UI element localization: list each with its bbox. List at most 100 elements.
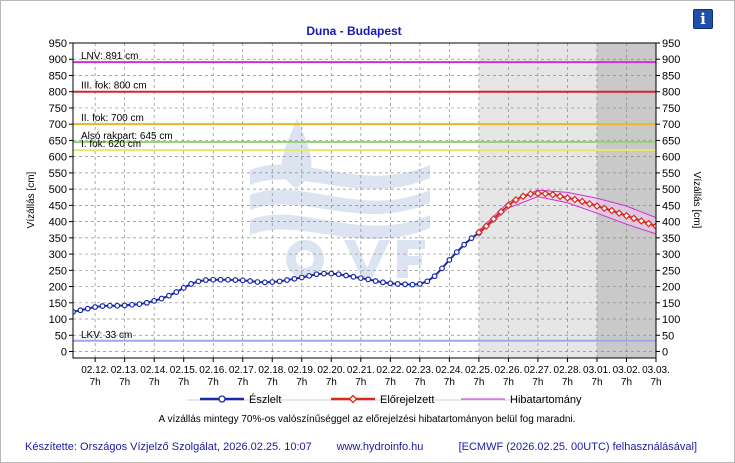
x-tick-label-hour: 7h — [532, 377, 543, 388]
x-tick-label-date: 02.21. — [347, 365, 375, 376]
observed-point — [121, 302, 128, 309]
observed-point — [261, 279, 268, 286]
observed-point — [416, 281, 423, 287]
x-tick-label-date: 02.12. — [81, 365, 109, 376]
x-tick-label-date: 02.19. — [288, 365, 316, 376]
y-tick-label-left: 750 — [49, 103, 67, 115]
y-tick-label-right: 550 — [662, 168, 680, 180]
x-tick-label-date: 02.15. — [170, 365, 198, 376]
y-tick-label-right: 450 — [662, 200, 680, 212]
forecast-point — [482, 222, 491, 231]
y-tick-label-right: 600 — [662, 152, 680, 164]
ovf-watermark-logo — [250, 118, 430, 278]
observed-point — [402, 281, 408, 288]
observed-point — [247, 278, 254, 284]
x-tick-label-hour: 7h — [562, 377, 573, 388]
forecast-point — [607, 206, 616, 215]
observed-point — [468, 235, 475, 242]
y-tick-label-left: 200 — [49, 282, 67, 294]
forecast-point — [630, 214, 638, 223]
forecast-point — [637, 217, 646, 225]
y-tick-label-right: 500 — [662, 184, 680, 196]
x-tick-label-date: 02.27. — [524, 365, 552, 376]
y-tick-label-right: 850 — [662, 70, 680, 82]
observed-point — [151, 297, 158, 304]
x-tick-label-date: 03.02. — [613, 365, 641, 376]
y-tick-label-left: 100 — [49, 314, 67, 326]
observed-point — [232, 277, 239, 283]
forecast-point — [475, 228, 483, 237]
x-tick-label-hour: 7h — [503, 377, 514, 388]
wave-shape-2 — [250, 189, 430, 215]
info-button[interactable]: i — [693, 9, 713, 29]
forecast-point — [541, 189, 550, 198]
observed-point — [446, 257, 453, 263]
y-tick-label-left: 500 — [49, 184, 67, 196]
y-tick-label-right: 0 — [662, 347, 668, 359]
error-band-area — [478, 190, 656, 234]
wave-shape-3 — [250, 214, 430, 240]
x-tick-label-date: 02.25. — [465, 365, 493, 376]
y-tick-label-right: 200 — [662, 282, 680, 294]
y-tick-label-right: 900 — [662, 54, 680, 66]
observed-point — [225, 276, 231, 283]
threshold-label: I. fok: 620 cm — [81, 139, 141, 150]
observed-point — [298, 274, 305, 281]
observed-point — [409, 281, 416, 288]
y-tick-label-right: 400 — [662, 217, 680, 229]
observed-point — [217, 276, 224, 283]
watermark-letter-v — [344, 240, 390, 278]
observed-point — [73, 308, 76, 315]
observed-point — [453, 249, 460, 256]
x-tick-label-hour: 7h — [326, 377, 337, 388]
info-icon: i — [700, 10, 706, 28]
y-tick-label-right: 700 — [662, 119, 680, 131]
observed-point — [202, 277, 209, 283]
threshold-label: LKV: 33 cm — [81, 330, 132, 341]
forecast-point — [600, 204, 609, 213]
observed-point — [284, 277, 290, 283]
observed-point — [129, 301, 135, 308]
y-tick-label-right: 350 — [662, 233, 680, 245]
observed-point — [173, 289, 180, 295]
wave-shape-1 — [250, 164, 430, 190]
observed-point — [424, 278, 431, 285]
forecast-point — [652, 222, 656, 231]
footer-website-link[interactable]: www.hydroinfo.hu — [336, 441, 424, 453]
observed-point — [343, 272, 349, 279]
x-tick-label-date: 02.20. — [317, 365, 345, 376]
x-tick-label-date: 02.26. — [494, 365, 522, 376]
observed-point — [136, 301, 143, 307]
watermark-letter-f — [397, 240, 425, 278]
y-tick-label-right: 100 — [662, 314, 680, 326]
observed-point — [335, 271, 342, 278]
threshold-label: Alsó rakpart: 645 cm — [81, 131, 173, 142]
y-tick-label-right: 50 — [662, 330, 674, 342]
forecast-point — [644, 219, 653, 228]
y-tick-label-left: 800 — [49, 87, 67, 99]
forecast-point — [534, 189, 542, 198]
forecast-point — [489, 215, 498, 223]
observed-point — [269, 279, 276, 285]
y-tick-label-left: 550 — [49, 168, 67, 180]
legend-marker-observed — [218, 395, 226, 403]
chart-title: Duna - Budapest — [306, 24, 401, 38]
y-tick-label-left: 600 — [49, 152, 67, 164]
threshold-label: III. fok: 800 cm — [81, 81, 147, 92]
forecast-point — [497, 208, 505, 216]
forecast-point — [548, 190, 557, 199]
x-tick-label-hour: 7h — [444, 377, 455, 388]
x-tick-label-date: 03.03. — [642, 365, 670, 376]
y-tick-label-left: 400 — [49, 217, 67, 229]
plot-area-border — [72, 42, 657, 359]
observed-point — [387, 280, 394, 287]
y-tick-label-right: 800 — [662, 87, 680, 99]
y-tick-label-right: 300 — [662, 249, 680, 261]
x-tick-label-date: 02.22. — [376, 365, 404, 376]
observed-point — [439, 265, 445, 272]
legend-label: Észlelt — [249, 393, 281, 406]
observed-point — [357, 275, 364, 282]
observed-point — [210, 276, 217, 283]
forecast-point — [526, 190, 535, 198]
